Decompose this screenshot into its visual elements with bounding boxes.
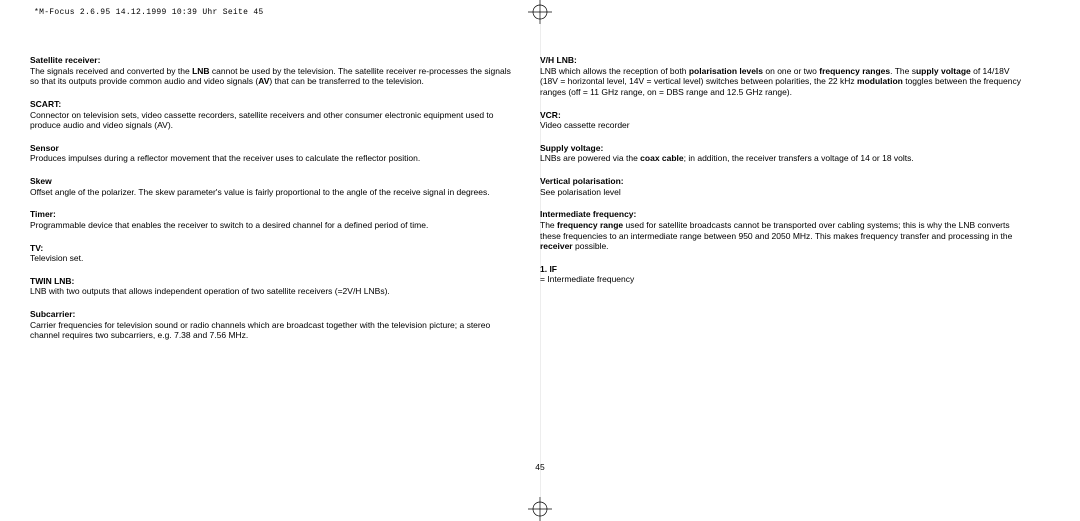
- glossary-definition: The frequency range used for satellite b…: [540, 220, 1028, 252]
- glossary-term: Timer:: [30, 209, 518, 220]
- glossary-entry: SCART:Connector on television sets, vide…: [30, 99, 518, 131]
- crop-mark-bottom: [528, 497, 552, 521]
- glossary-entry: TV:Television set.: [30, 243, 518, 264]
- glossary-term: TWIN LNB:: [30, 276, 518, 287]
- glossary-entry: V/H LNB:LNB which allows the reception o…: [540, 55, 1028, 98]
- left-column: Satellite receiver:The signals received …: [30, 55, 540, 353]
- glossary-entry: TWIN LNB:LNB with two outputs that allow…: [30, 276, 518, 297]
- glossary-entry: Satellite receiver:The signals received …: [30, 55, 518, 87]
- right-column: V/H LNB:LNB which allows the reception o…: [540, 55, 1050, 353]
- glossary-definition: LNB with two outputs that allows indepen…: [30, 286, 518, 297]
- glossary-definition: Offset angle of the polarizer. The skew …: [30, 187, 518, 198]
- glossary-definition: = Intermediate frequency: [540, 274, 1028, 285]
- glossary-term: Satellite receiver:: [30, 55, 518, 66]
- glossary-definition: Television set.: [30, 253, 518, 264]
- glossary-term: Intermediate frequency:: [540, 209, 1028, 220]
- print-header: *M-Focus 2.6.95 14.12.1999 10:39 Uhr Sei…: [34, 8, 264, 18]
- glossary-columns: Satellite receiver:The signals received …: [30, 55, 1050, 353]
- glossary-term: 1. IF: [540, 264, 1028, 275]
- glossary-definition: Carrier frequencies for television sound…: [30, 320, 518, 341]
- glossary-term: Sensor: [30, 143, 518, 154]
- glossary-entry: Timer:Programmable device that enables t…: [30, 209, 518, 230]
- crop-mark-top: [528, 0, 552, 24]
- glossary-term: TV:: [30, 243, 518, 254]
- glossary-definition: LNB which allows the reception of both p…: [540, 66, 1028, 98]
- glossary-term: Subcarrier:: [30, 309, 518, 320]
- glossary-term: Supply voltage:: [540, 143, 1028, 154]
- glossary-entry: Vertical polarisation:See polarisation l…: [540, 176, 1028, 197]
- glossary-definition: Connector on television sets, video cass…: [30, 110, 518, 131]
- glossary-term: V/H LNB:: [540, 55, 1028, 66]
- glossary-entry: Supply voltage:LNBs are powered via the …: [540, 143, 1028, 164]
- glossary-term: SCART:: [30, 99, 518, 110]
- glossary-definition: Programmable device that enables the rec…: [30, 220, 518, 231]
- glossary-entry: Subcarrier:Carrier frequencies for telev…: [30, 309, 518, 341]
- glossary-definition: The signals received and converted by th…: [30, 66, 518, 87]
- glossary-entry: Intermediate frequency:The frequency ran…: [540, 209, 1028, 252]
- glossary-definition: Video cassette recorder: [540, 120, 1028, 131]
- glossary-entry: SkewOffset angle of the polarizer. The s…: [30, 176, 518, 197]
- glossary-entry: SensorProduces impulses during a reflect…: [30, 143, 518, 164]
- glossary-term: Skew: [30, 176, 518, 187]
- glossary-term: VCR:: [540, 110, 1028, 121]
- glossary-definition: See polarisation level: [540, 187, 1028, 198]
- glossary-definition: LNBs are powered via the coax cable; in …: [540, 153, 1028, 164]
- page-number: 45: [0, 462, 1080, 473]
- glossary-entry: 1. IF= Intermediate frequency: [540, 264, 1028, 285]
- glossary-definition: Produces impulses during a reflector mov…: [30, 153, 518, 164]
- glossary-term: Vertical polarisation:: [540, 176, 1028, 187]
- glossary-entry: VCR:Video cassette recorder: [540, 110, 1028, 131]
